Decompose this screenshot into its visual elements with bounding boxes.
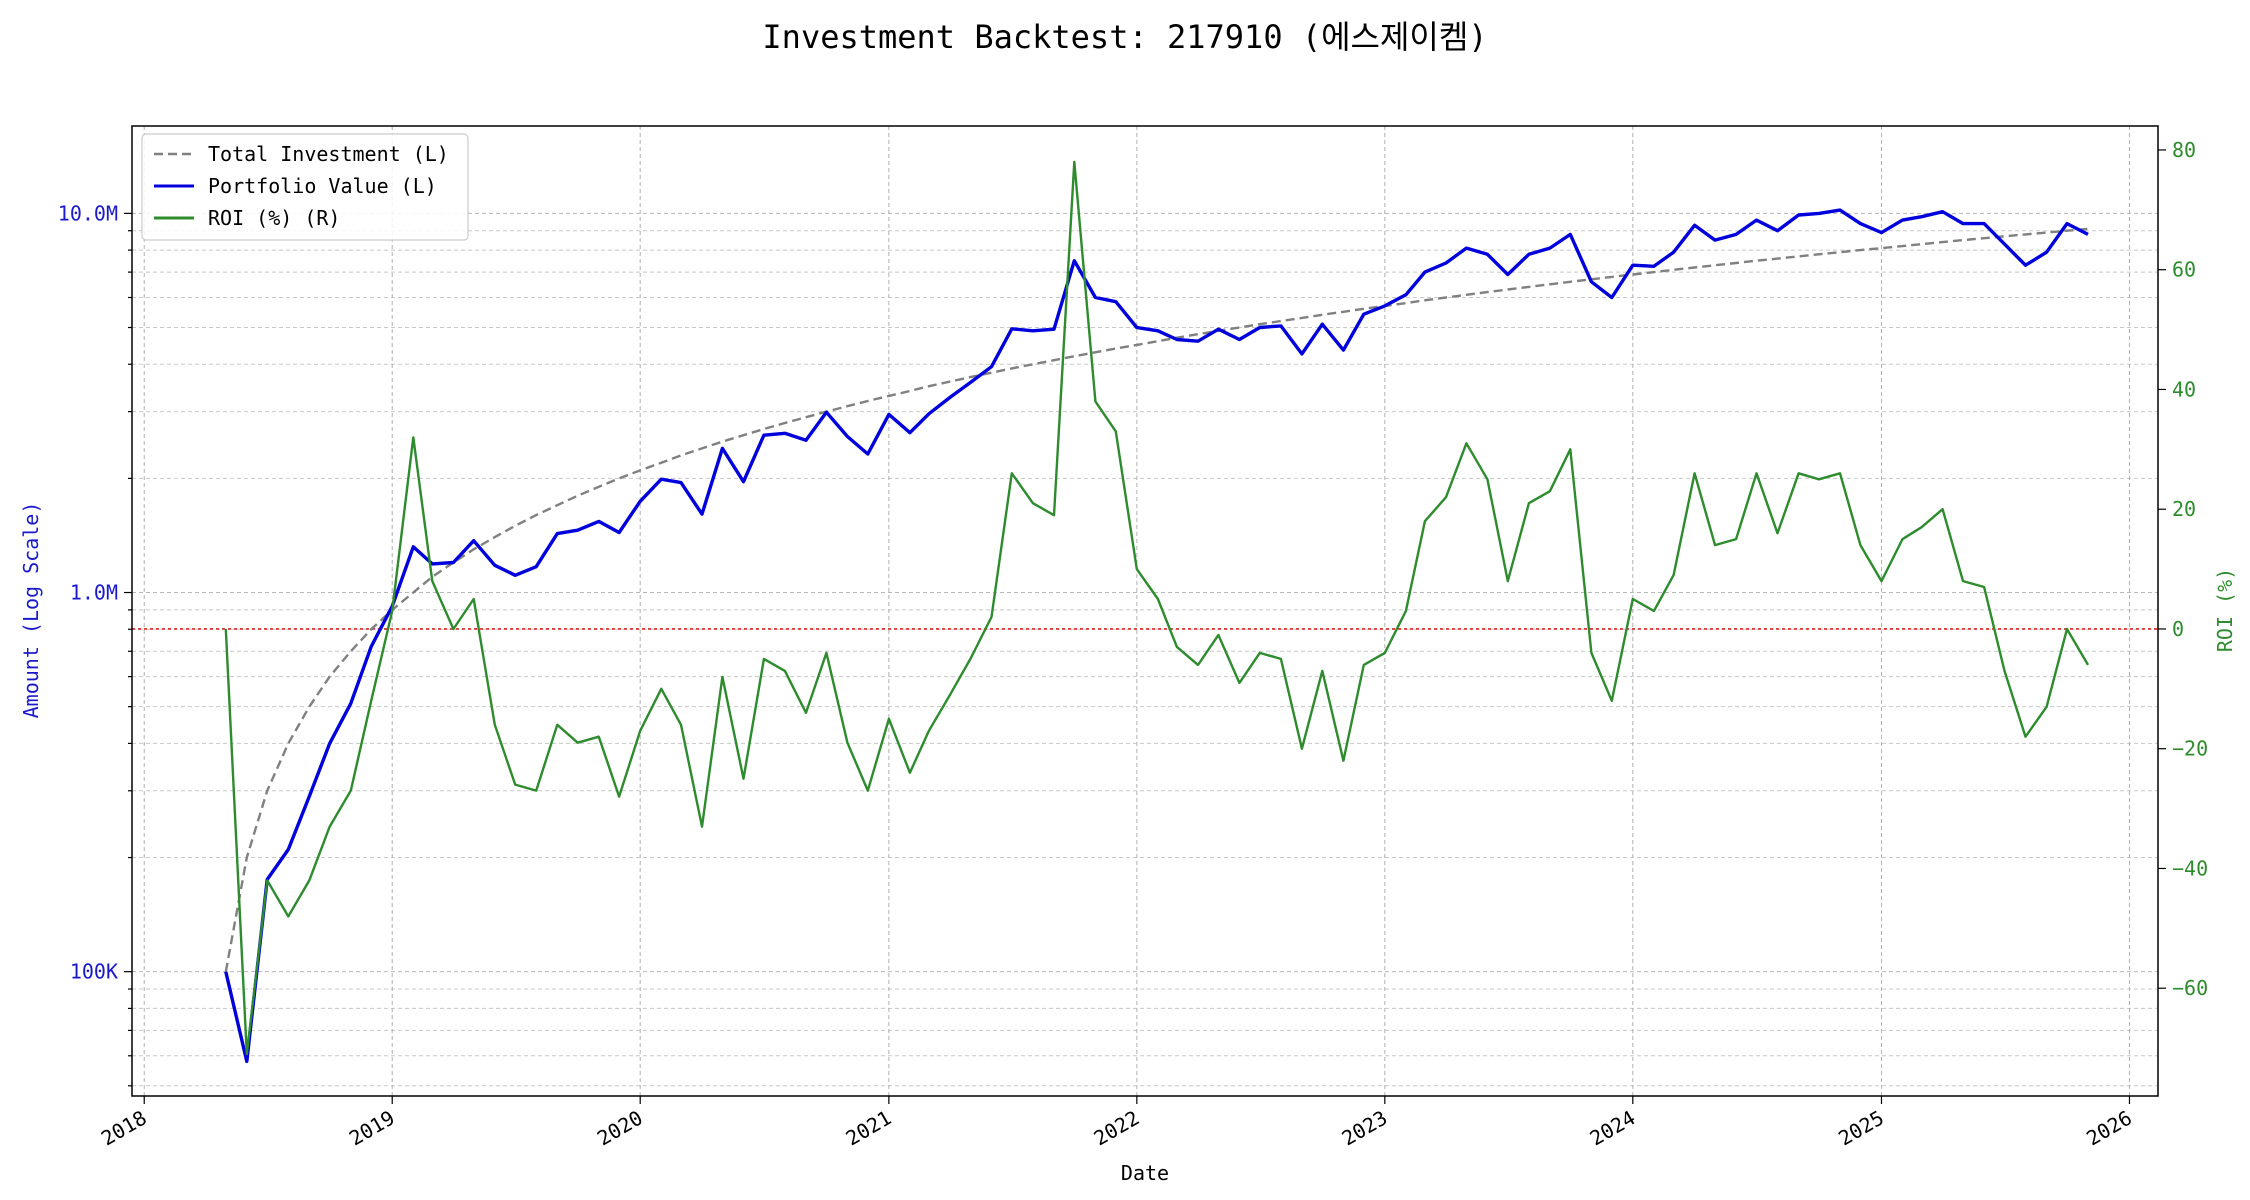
x-tick-label: 2023 bbox=[1338, 1106, 1392, 1151]
x-tick-label: 2026 bbox=[2082, 1106, 2136, 1151]
right-tick-label: 80 bbox=[2172, 138, 2196, 162]
series-line-3 bbox=[224, 160, 2090, 1056]
legend-box bbox=[141, 133, 469, 241]
left-tick-label: 10.0M bbox=[58, 201, 118, 225]
x-tick-label: 2019 bbox=[345, 1106, 399, 1151]
series-line-2 bbox=[224, 208, 2089, 1064]
right-tick-label: −20 bbox=[2172, 737, 2208, 761]
right-tick-label: 20 bbox=[2172, 497, 2196, 521]
plot-frame bbox=[131, 125, 2159, 1097]
legend-label-1: Total Investment (L) bbox=[208, 142, 449, 166]
right-tick-label: 40 bbox=[2172, 377, 2196, 401]
x-tick-label: 2025 bbox=[1834, 1106, 1888, 1151]
right-tick-label: −40 bbox=[2172, 856, 2208, 880]
right-tick-label: 60 bbox=[2172, 258, 2196, 282]
legend-label-2: Portfolio Value (L) bbox=[208, 174, 437, 198]
x-axis-label: Date bbox=[1121, 1161, 1169, 1185]
x-tick-label: 2018 bbox=[97, 1106, 151, 1151]
right-tick-label: 0 bbox=[2172, 617, 2184, 641]
x-tick-label: 2021 bbox=[842, 1106, 896, 1151]
right-y-axis: −60 −40 −20 0 20 40 60 80 bbox=[2158, 138, 2208, 1000]
left-tick-label: 100K bbox=[70, 960, 118, 984]
legend: Total Investment (L) Portfolio Value (L) R… bbox=[141, 133, 469, 241]
series-line-1 bbox=[224, 227, 2089, 972]
x-tick-label: 2022 bbox=[1090, 1106, 1144, 1151]
right-tick-label: −60 bbox=[2172, 976, 2208, 1000]
right-y-axis-label: ROI (%) bbox=[2213, 568, 2237, 652]
chart-title: Investment Backtest: 217910 (에스제이켐) bbox=[762, 18, 1487, 56]
grid-lines bbox=[132, 126, 2158, 1096]
legend-label-3: ROI (%) (R) bbox=[208, 206, 340, 230]
series-layer bbox=[224, 160, 2090, 1064]
left-y-axis: 100K 1.0M 10.0M bbox=[58, 201, 132, 1087]
left-y-axis-label: Amount (Log Scale) bbox=[19, 502, 43, 719]
x-tick-label: 2020 bbox=[593, 1106, 647, 1151]
x-tick-label: 2024 bbox=[1586, 1106, 1640, 1151]
left-tick-label: 1.0M bbox=[70, 581, 118, 605]
x-axis: 2018 2019 2020 2021 2022 2023 2024 2025 2026 bbox=[97, 1096, 2136, 1150]
